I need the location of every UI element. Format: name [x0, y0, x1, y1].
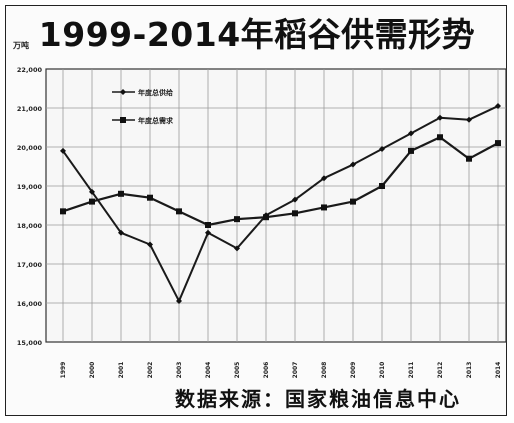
series-1-point [118, 229, 124, 236]
series-line-2 [62, 136, 499, 227]
series-2-point [408, 147, 414, 154]
series-1-point [321, 175, 327, 182]
y-tick-label: 17,000 [17, 261, 43, 269]
x-tick-label: 2008 [321, 362, 328, 379]
x-tick-label: 2007 [292, 362, 299, 379]
y-tick-label: 18,000 [17, 222, 43, 230]
series-2-point [292, 210, 298, 217]
series-1-point [408, 130, 414, 137]
x-tick-label: 2005 [234, 362, 241, 379]
x-tick-label: 2010 [379, 362, 386, 379]
series-2-point [379, 183, 385, 189]
series-line-1 [62, 105, 499, 303]
x-tick-label: 2004 [205, 362, 212, 379]
series-1-point [379, 145, 385, 152]
series-2-point [118, 190, 124, 197]
x-tick-label: 1999 [60, 362, 67, 379]
chart-title: 1999-2014年稻谷供需形势 [38, 15, 476, 54]
series-1-point [234, 245, 240, 252]
legend-marker-2 [120, 117, 126, 123]
x-tick-label: 2009 [350, 362, 357, 379]
series-2-point [263, 214, 269, 221]
x-tick-label: 2012 [437, 362, 444, 379]
series-1-point [292, 196, 298, 203]
series-2-point [176, 208, 182, 215]
series-2-point [147, 194, 153, 201]
series-1-point [205, 229, 211, 236]
x-tick-label: 2011 [408, 362, 415, 379]
series-1-point [495, 103, 501, 110]
x-tick-label: 2014 [495, 362, 502, 379]
series-2-point [466, 155, 472, 162]
series-2-point [495, 140, 501, 147]
x-tick-label: 2000 [89, 362, 96, 379]
series-1-point [466, 116, 472, 123]
series-1-point [350, 161, 356, 168]
series-1-point [437, 114, 443, 121]
x-tick-label: 2002 [147, 362, 154, 379]
series-2-point [234, 216, 240, 223]
x-tick-label: 2003 [176, 362, 183, 379]
series-2-point [205, 222, 211, 228]
y-tick-label: 21,000 [17, 105, 43, 113]
series-2-point [321, 204, 327, 211]
y-tick-label: 16,000 [17, 300, 43, 308]
y-tick-label: 20,000 [17, 144, 43, 152]
x-tick-label: 2006 [263, 362, 270, 379]
series-1-point [176, 298, 182, 305]
series-2-point [89, 198, 95, 205]
series-2-point [437, 134, 443, 141]
y-tick-label: 19,000 [17, 183, 43, 191]
plot-area [45, 68, 507, 343]
legend-label-2: 年度总需求 [138, 116, 174, 125]
y-axis-unit-label: 万吨 [13, 41, 29, 50]
y-tick-label: 22,000 [17, 66, 43, 74]
series-1-point [89, 188, 95, 195]
series-2-point [60, 208, 66, 215]
legend-label-1: 年度总供给 [138, 88, 173, 97]
legend-marker-1 [120, 89, 126, 95]
x-tick-label: 2013 [466, 362, 473, 379]
x-tick-label: 2001 [118, 362, 125, 379]
data-source-note: 数据来源：国家粮油信息中心 [175, 387, 461, 411]
series-2-point [350, 198, 356, 205]
series-1-point [60, 147, 66, 154]
series-1-point [147, 241, 153, 248]
y-tick-label: 15,000 [17, 339, 43, 347]
